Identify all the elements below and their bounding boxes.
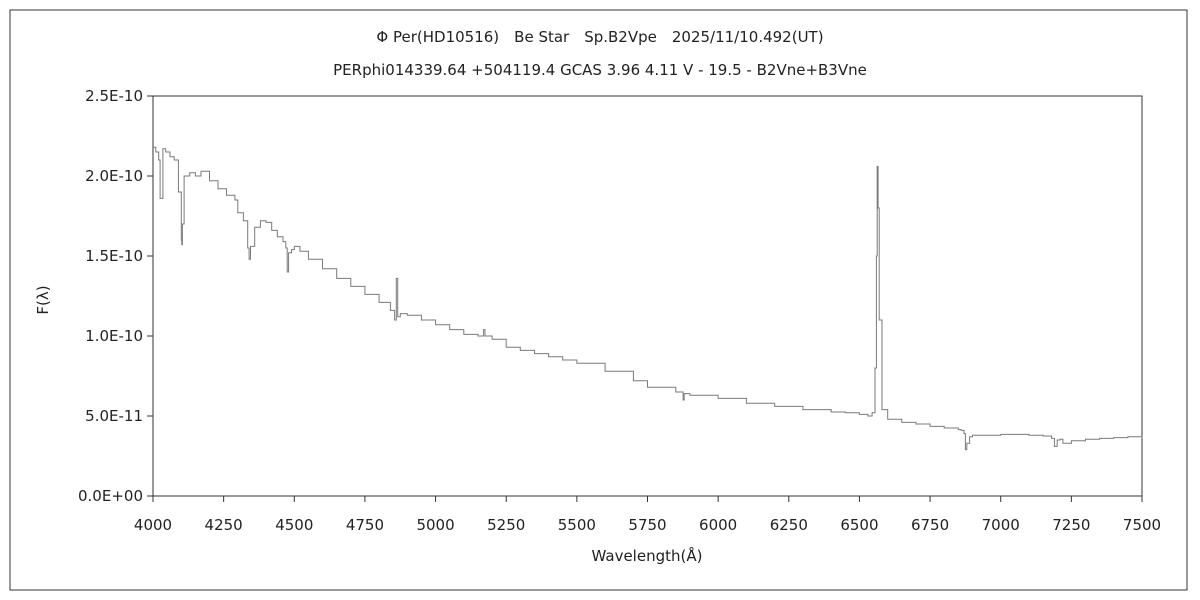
chart-title: Φ Per(HD10516) Be Star Sp.B2Vpe 2025/11/… [376,28,823,46]
plot-area [152,95,1143,497]
x-tick-label: 4750 [346,516,384,534]
y-axis-label: F(λ) [34,285,52,314]
y-axis: 0.0E+00 5.0E-11 1.0E-10 1.5E-10 2.0E-10 2.5E-… [78,87,153,505]
spectrum-line [153,146,1143,451]
x-tick-label: 5500 [558,516,596,534]
x-tick-label: 7500 [1123,516,1161,534]
x-tick-label: 4250 [205,516,243,534]
x-tick-label: 4000 [134,516,172,534]
y-tick-label: 0.0E+00 [78,487,143,505]
y-tick-label: 2.0E-10 [85,167,143,185]
x-tick-label: 7250 [1052,516,1090,534]
x-axis-label: Wavelength(Å) [592,546,703,565]
y-tick-label: 5.0E-11 [85,407,143,425]
x-tick-label: 6000 [699,516,737,534]
y-tick-label: 1.0E-10 [85,327,143,345]
x-tick-label: 6500 [840,516,878,534]
y-tick-label: 1.5E-10 [85,247,143,265]
x-tick-label: 5250 [487,516,525,534]
x-tick-label: 4500 [275,516,313,534]
x-tick-label: 6750 [911,516,949,534]
x-tick-label: 5000 [416,516,454,534]
y-tick-label: 2.5E-10 [85,87,143,105]
x-tick-label: 7000 [982,516,1020,534]
x-tick-label: 6250 [770,516,808,534]
chart-subtitle: PERphi014339.64 +504119.4 GCAS 3.96 4.11… [333,61,867,79]
x-axis: 4000 4250 4500 4750 5000 5250 5500 5750 6000 6250… [134,496,1161,534]
x-tick-label: 5750 [628,516,666,534]
